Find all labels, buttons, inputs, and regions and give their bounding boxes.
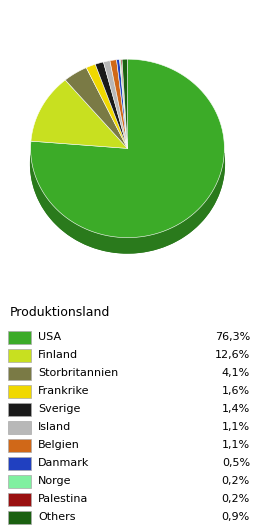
Text: 1,1%: 1,1% — [221, 422, 249, 432]
Text: 0,2%: 0,2% — [221, 494, 249, 505]
Text: Others: Others — [38, 513, 75, 523]
Text: USA: USA — [38, 332, 61, 342]
Text: 4,1%: 4,1% — [221, 368, 249, 378]
Text: Produktionsland: Produktionsland — [10, 306, 110, 319]
Text: Finland: Finland — [38, 350, 78, 360]
Polygon shape — [30, 59, 224, 237]
Text: Sverige: Sverige — [38, 404, 80, 414]
Text: 12,6%: 12,6% — [214, 350, 249, 360]
Polygon shape — [116, 59, 127, 148]
Polygon shape — [122, 59, 127, 148]
Text: Island: Island — [38, 422, 71, 432]
Bar — [8, 403, 30, 416]
Polygon shape — [31, 153, 223, 253]
Text: Storbritannien: Storbritannien — [38, 368, 118, 378]
Text: 76,3%: 76,3% — [214, 332, 249, 342]
Polygon shape — [120, 59, 127, 148]
Polygon shape — [65, 68, 127, 148]
Polygon shape — [86, 64, 127, 148]
Text: 0,2%: 0,2% — [221, 476, 249, 487]
Bar — [8, 385, 30, 398]
Text: 0,9%: 0,9% — [221, 513, 249, 523]
Bar — [8, 457, 30, 470]
Polygon shape — [30, 74, 224, 253]
Polygon shape — [119, 59, 127, 148]
Text: Danmark: Danmark — [38, 458, 89, 469]
Bar — [8, 511, 30, 524]
Polygon shape — [31, 80, 127, 148]
Text: Frankrike: Frankrike — [38, 386, 89, 396]
Bar — [8, 475, 30, 488]
Text: Norge: Norge — [38, 476, 71, 487]
Text: Belgien: Belgien — [38, 440, 80, 450]
Bar — [8, 331, 30, 343]
Text: 1,4%: 1,4% — [221, 404, 249, 414]
Text: 0,5%: 0,5% — [221, 458, 249, 469]
Polygon shape — [95, 62, 127, 148]
Text: 1,6%: 1,6% — [221, 386, 249, 396]
Bar — [8, 349, 30, 361]
Text: Palestina: Palestina — [38, 494, 88, 505]
Bar — [8, 421, 30, 434]
Text: 1,1%: 1,1% — [221, 440, 249, 450]
Bar — [8, 367, 30, 379]
Bar — [8, 439, 30, 452]
Polygon shape — [109, 60, 127, 148]
Bar — [8, 493, 30, 506]
Polygon shape — [103, 60, 127, 148]
